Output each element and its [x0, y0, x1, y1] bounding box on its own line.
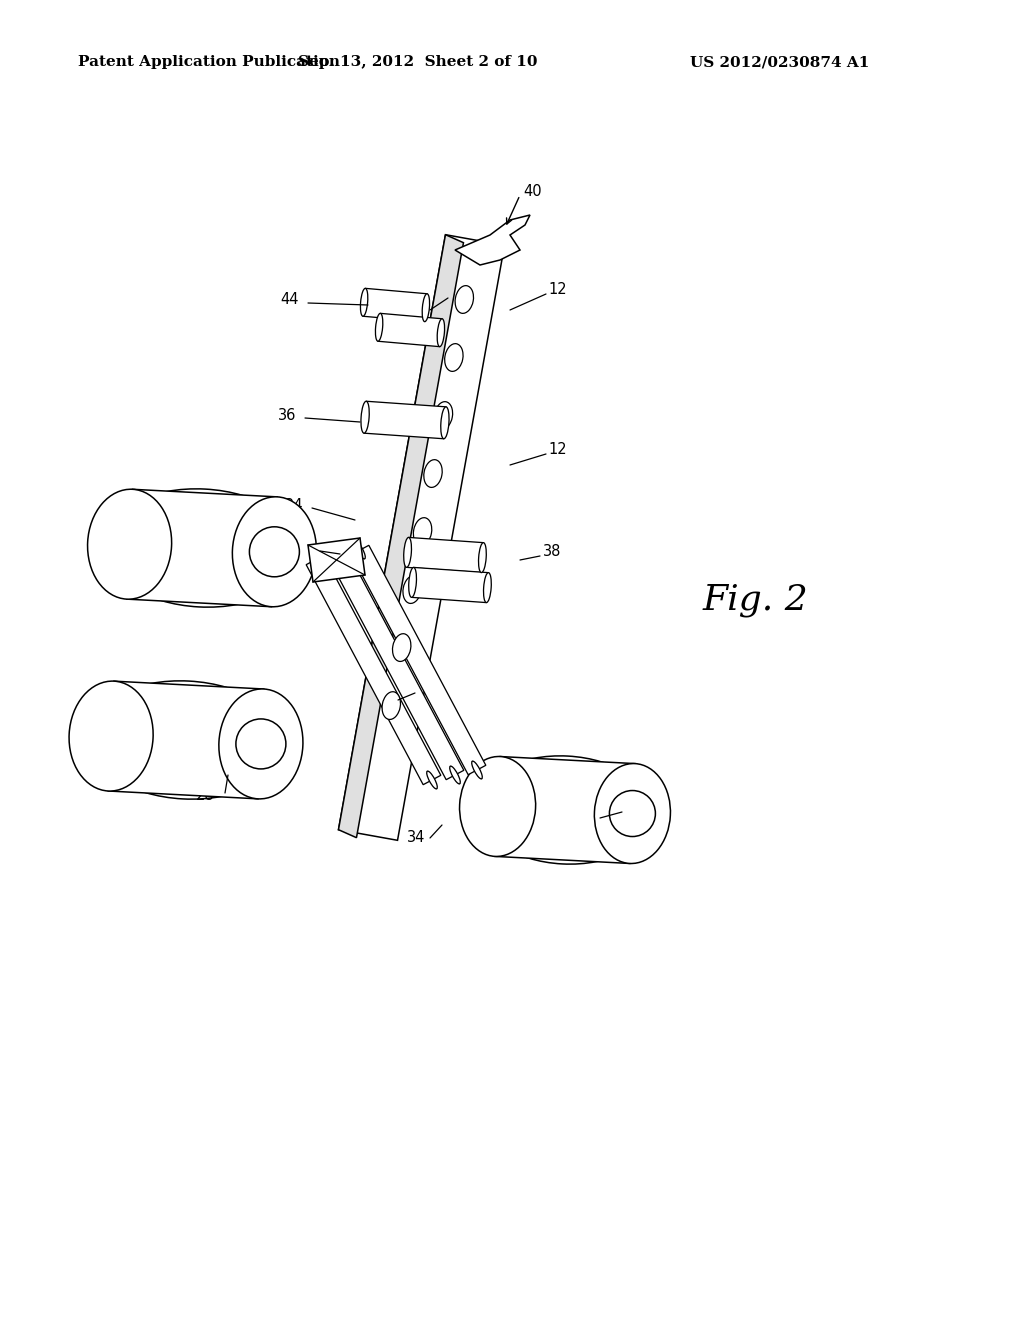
Ellipse shape	[455, 285, 473, 313]
Text: 42: 42	[450, 288, 469, 302]
Ellipse shape	[427, 771, 437, 789]
Ellipse shape	[69, 681, 154, 791]
Ellipse shape	[483, 573, 492, 603]
Ellipse shape	[232, 496, 316, 607]
Text: 34: 34	[407, 830, 425, 846]
Text: Patent Application Publication: Patent Application Publication	[78, 55, 340, 69]
Ellipse shape	[478, 543, 486, 573]
Ellipse shape	[403, 537, 412, 568]
Polygon shape	[339, 235, 464, 838]
Ellipse shape	[434, 401, 453, 429]
Text: 30: 30	[293, 540, 311, 556]
Text: 32: 32	[373, 693, 391, 708]
Ellipse shape	[594, 763, 671, 863]
Polygon shape	[109, 681, 264, 799]
Text: 38: 38	[543, 544, 561, 560]
Ellipse shape	[382, 692, 400, 719]
Ellipse shape	[437, 318, 444, 347]
Text: Sep. 13, 2012  Sheet 2 of 10: Sep. 13, 2012 Sheet 2 of 10	[298, 55, 538, 69]
Polygon shape	[455, 215, 530, 265]
Ellipse shape	[422, 294, 430, 322]
Text: Fig. 2: Fig. 2	[702, 583, 808, 616]
Polygon shape	[378, 313, 442, 347]
Ellipse shape	[333, 546, 343, 564]
Text: 26: 26	[625, 800, 644, 816]
Polygon shape	[351, 545, 485, 775]
Circle shape	[236, 719, 286, 770]
Ellipse shape	[414, 517, 432, 545]
Polygon shape	[339, 235, 505, 841]
Ellipse shape	[402, 576, 421, 603]
Ellipse shape	[450, 766, 460, 784]
Polygon shape	[412, 568, 488, 602]
Polygon shape	[364, 401, 446, 438]
Ellipse shape	[360, 401, 370, 433]
Ellipse shape	[424, 459, 442, 487]
Polygon shape	[127, 490, 278, 607]
Text: 40: 40	[523, 185, 542, 199]
Polygon shape	[495, 756, 635, 863]
Text: 12: 12	[548, 442, 566, 458]
Ellipse shape	[472, 762, 482, 779]
Polygon shape	[306, 556, 440, 784]
Ellipse shape	[392, 634, 411, 661]
Ellipse shape	[88, 490, 172, 599]
Ellipse shape	[460, 756, 536, 857]
Text: 24: 24	[285, 498, 304, 512]
Text: 12: 12	[548, 282, 566, 297]
Ellipse shape	[409, 568, 417, 598]
Ellipse shape	[440, 407, 450, 438]
Ellipse shape	[360, 288, 368, 317]
Polygon shape	[308, 539, 365, 582]
Circle shape	[609, 791, 655, 837]
Circle shape	[250, 527, 299, 577]
Ellipse shape	[376, 313, 383, 342]
Text: 36: 36	[278, 408, 296, 422]
Polygon shape	[407, 537, 483, 573]
Text: 28: 28	[196, 788, 215, 803]
Ellipse shape	[309, 550, 321, 569]
Polygon shape	[362, 288, 427, 322]
Text: 44: 44	[280, 293, 299, 308]
Ellipse shape	[444, 343, 463, 371]
Ellipse shape	[219, 689, 303, 799]
Text: US 2012/0230874 A1: US 2012/0230874 A1	[690, 55, 869, 69]
Polygon shape	[329, 550, 464, 780]
Ellipse shape	[354, 541, 366, 558]
